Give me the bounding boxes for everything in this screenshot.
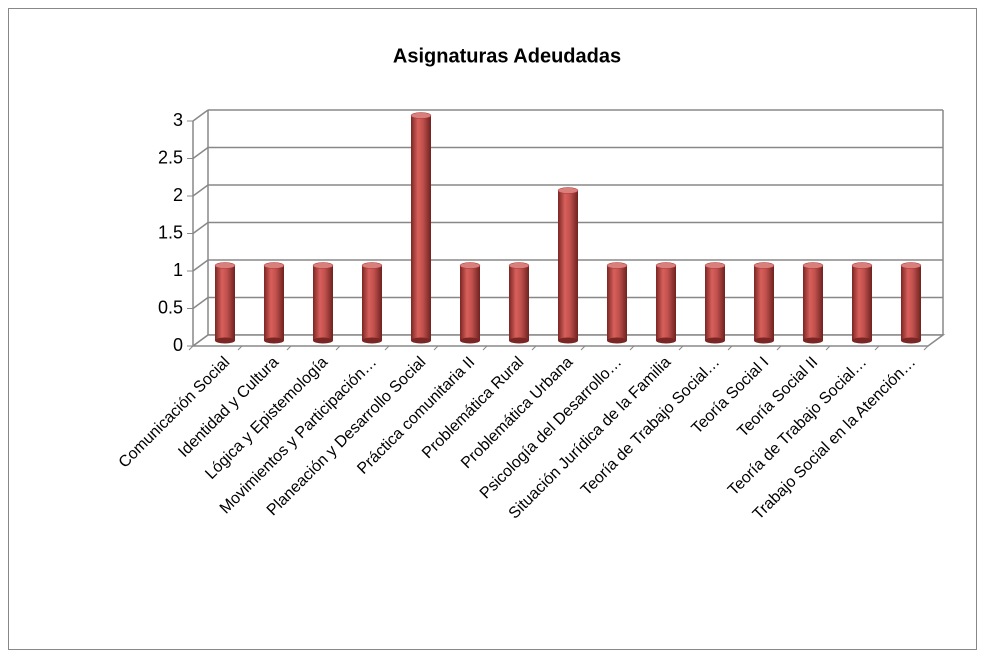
x-tick	[237, 345, 243, 351]
y-tick-label: 3	[173, 110, 183, 130]
chart-frame	[8, 8, 977, 650]
x-tick	[286, 345, 292, 351]
bar-top	[606, 262, 628, 269]
bar-base	[215, 337, 235, 344]
bar-base	[901, 337, 921, 344]
x-tick	[580, 345, 586, 351]
x-tick	[188, 345, 194, 351]
bar-top	[704, 262, 726, 269]
bar	[803, 265, 823, 341]
bar-top	[410, 112, 432, 119]
bar-base	[411, 337, 431, 344]
bar-top	[900, 262, 922, 269]
grid-line	[192, 184, 209, 197]
bar-base	[705, 337, 725, 344]
bar-top	[214, 262, 236, 269]
bar	[558, 190, 578, 341]
grid-line	[192, 221, 209, 235]
bar-top	[361, 262, 383, 269]
y-tick-label: 1.5	[158, 222, 183, 242]
bar	[313, 265, 333, 341]
bar-top	[802, 262, 824, 269]
x-tick	[335, 345, 341, 351]
bar	[607, 265, 627, 341]
x-tick	[825, 345, 831, 351]
y-tick-label: 2.5	[158, 147, 183, 167]
bar-top	[655, 262, 677, 269]
bar-base	[656, 337, 676, 344]
bar-top	[851, 262, 873, 269]
x-tick	[923, 345, 929, 351]
bar-top	[753, 262, 775, 269]
bar-top	[508, 262, 530, 269]
bar	[705, 265, 725, 341]
x-tick	[384, 345, 390, 351]
bar-base	[362, 337, 382, 344]
x-tick	[776, 345, 782, 351]
bar	[754, 265, 774, 341]
bar	[460, 265, 480, 341]
grid-line	[192, 296, 209, 310]
chart-title: Asignaturas Adeudadas	[393, 45, 621, 67]
y-tick-label: 1	[173, 260, 183, 280]
bar-base	[607, 337, 627, 344]
x-tick	[482, 345, 488, 351]
grid-line	[192, 146, 209, 160]
bar-base	[852, 337, 872, 344]
bar-base	[313, 337, 333, 344]
bar	[411, 115, 431, 341]
bar-base	[460, 337, 480, 344]
x-tick	[874, 345, 880, 351]
bar	[852, 265, 872, 341]
bar	[215, 265, 235, 341]
bar-top	[459, 262, 481, 269]
x-tick	[727, 345, 733, 351]
y-tick-label: 2	[173, 185, 183, 205]
bar	[264, 265, 284, 341]
grid-line	[192, 109, 209, 122]
bar-top	[312, 262, 334, 269]
bar-base	[754, 337, 774, 344]
bar-base	[558, 337, 578, 344]
x-tick	[531, 345, 537, 351]
bar	[362, 265, 382, 341]
y-tick-label: 0	[173, 335, 183, 355]
grid-line	[192, 259, 209, 272]
bar-base	[264, 337, 284, 344]
bar	[656, 265, 676, 341]
bar-base	[509, 337, 529, 344]
x-tick	[433, 345, 439, 351]
bar	[901, 265, 921, 341]
x-tick	[678, 345, 684, 351]
bar-base	[803, 337, 823, 344]
bar-top	[557, 187, 579, 194]
bar-top	[263, 262, 285, 269]
y-tick-label: 0.5	[158, 297, 183, 317]
x-tick	[629, 345, 635, 351]
bar	[509, 265, 529, 341]
